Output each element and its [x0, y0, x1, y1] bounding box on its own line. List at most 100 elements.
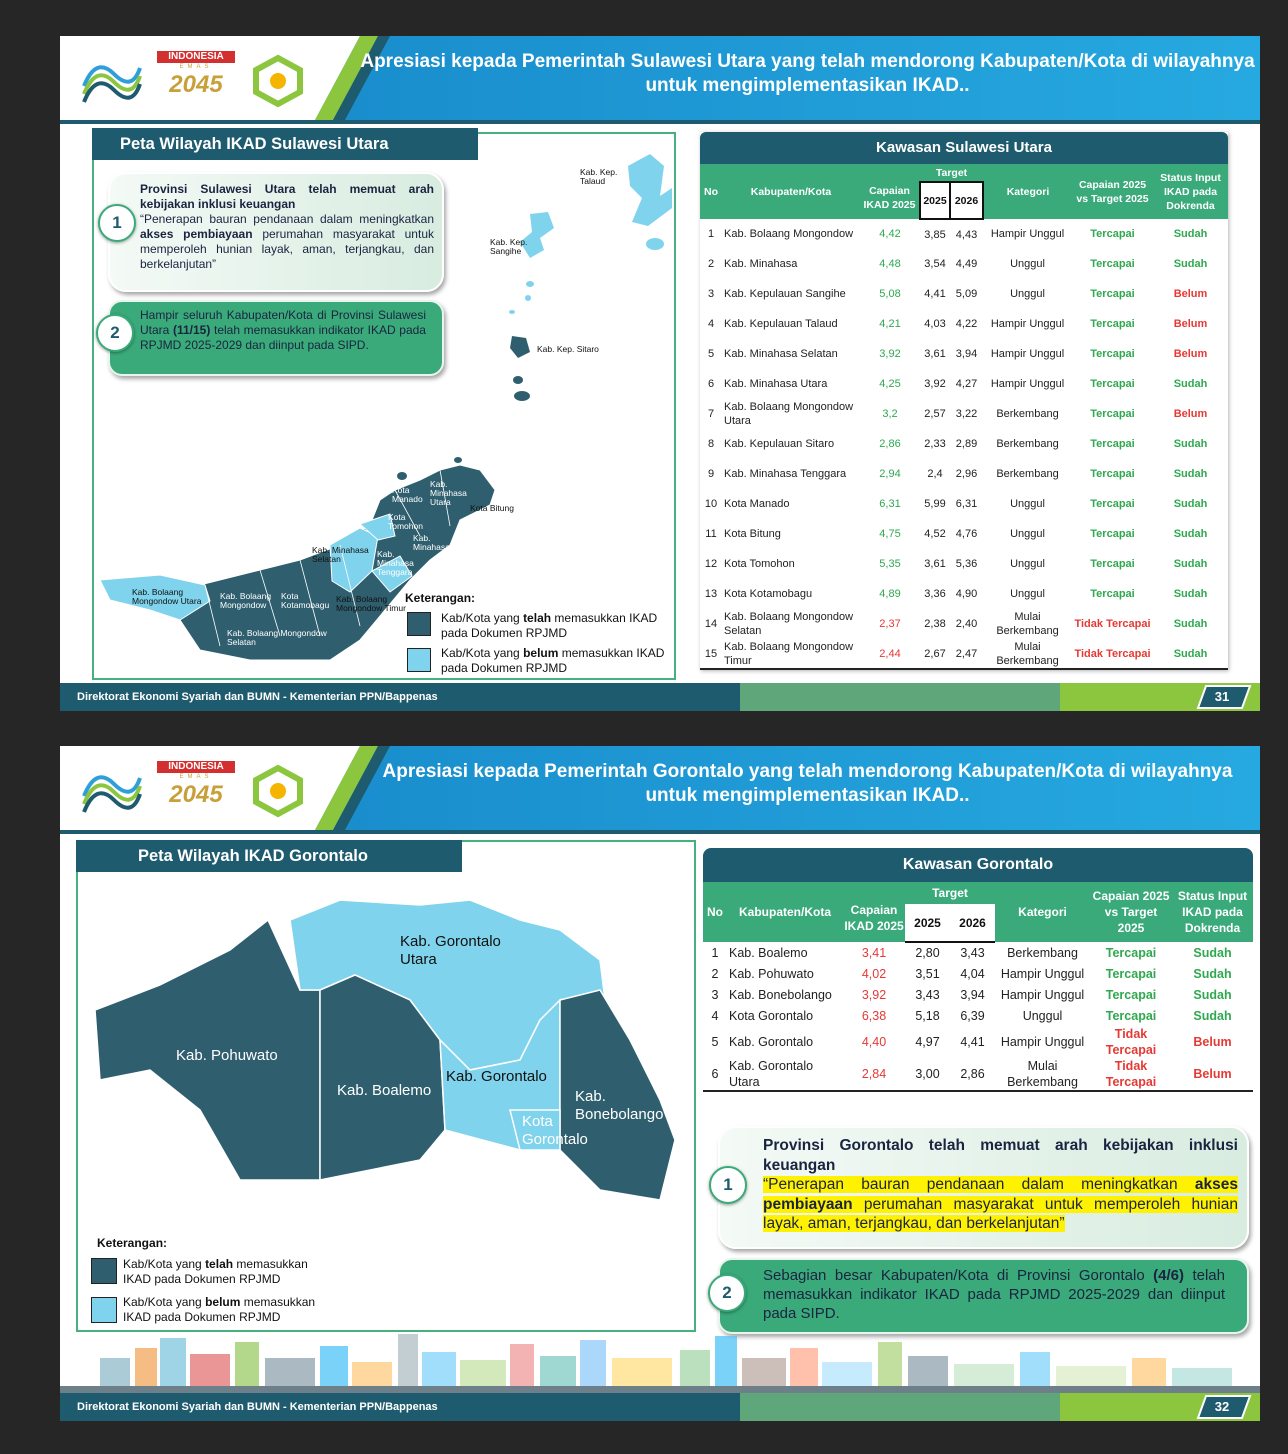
decoration	[204, 469, 451, 647]
table-cell: 4,76	[955, 528, 978, 540]
table-cell: Kab. Bolaang Mongondow Utara	[724, 401, 854, 427]
decoration	[60, 683, 740, 711]
table-cell: 4,97	[915, 1035, 940, 1049]
table: No Kabupaten/Kota Capaian IKAD 2025 Target K…	[703, 882, 1254, 1092]
map-label: Kota Bitung	[470, 503, 514, 513]
decoration	[82, 65, 142, 103]
decoration: No Kabupaten/Kota Capaian IKAD 2025 Target K…	[703, 882, 1254, 942]
table-cell: Kab. Boalemo	[729, 945, 808, 960]
column-header: No	[700, 164, 722, 219]
decoration	[100, 1334, 1232, 1393]
footer-band	[60, 683, 1260, 711]
decoration	[333, 36, 390, 120]
table-cell: Kab. Minahasa	[724, 258, 798, 270]
table-cell: 6,31	[879, 498, 901, 510]
table-cell: 3,51	[915, 966, 940, 981]
table-cell: 3,92	[924, 378, 946, 390]
table-cell: 3,54	[924, 258, 946, 270]
table-cell: 4,40	[861, 1035, 887, 1049]
decoration	[270, 783, 286, 799]
decoration	[320, 1346, 348, 1393]
decoration: No Kabupaten/Kota Capaian IKAD 2025 Target K…	[700, 164, 1228, 220]
decoration: No Kabupaten/Kota Capaian IKAD 2025 Target K…	[703, 882, 1254, 943]
table-cell: Kab. Gorontalo	[729, 1035, 814, 1049]
column-header: Target	[905, 882, 996, 904]
map-label: Kab. Bonebolango	[575, 1088, 664, 1123]
table-cell: Kab. Bolaang Mongondow Selatan	[724, 611, 854, 637]
decoration	[135, 1348, 157, 1393]
table-cell: 3,92	[861, 987, 887, 1002]
table-cell: 3,92	[879, 348, 901, 360]
table-cell: 2,38	[924, 618, 946, 630]
legend-text: Kab/Kota yang telah memasukkan IKAD pada…	[441, 611, 671, 641]
table-cell: 5,36	[955, 558, 978, 570]
decoration	[509, 1109, 561, 1151]
table-cell: Berkembang	[996, 468, 1059, 480]
table-cell: 4,42	[879, 228, 901, 240]
table-cell: Tercapai	[1090, 228, 1135, 240]
slide: INDONESIA EMAS 2045 Apresiasi kepada Pem…	[60, 36, 1260, 711]
table-cell: 15	[700, 639, 722, 670]
table-cell: Sudah	[1173, 438, 1208, 450]
table-cell: 6	[703, 1058, 727, 1092]
decoration	[371, 555, 413, 593]
table-cell: Tercapai	[1090, 558, 1135, 570]
footer-text: Direktorat Ekonomi Syariah dan BUMN - Ke…	[77, 691, 438, 703]
table-cell: 3	[707, 288, 715, 300]
decoration	[740, 683, 1060, 711]
table-cell: Belum	[1193, 1035, 1232, 1049]
table-cell: Unggul	[1022, 1008, 1063, 1023]
decoration	[253, 764, 303, 818]
table-cell: Kab. Kepulauan Sangihe	[724, 288, 846, 300]
decoration	[397, 472, 407, 480]
table-cell: Sudah	[1173, 558, 1208, 570]
text: akses pembiayaan	[763, 1176, 1238, 1213]
column-header: Capaian 2025 vs Target 2025	[1072, 164, 1153, 219]
table-row: 15 Kab. Bolaang Mongondow Timur 2,44 2,67 2,…	[700, 639, 1228, 670]
decoration	[60, 1393, 740, 1421]
table-cell: Tercapai	[1090, 588, 1135, 600]
table-row: 8 Kab. Kepulauan Sitaro 2,86 2,33 2,89 Berkem…	[700, 429, 1228, 459]
decoration	[526, 281, 534, 287]
decoration	[160, 1338, 186, 1393]
column-header: 2025	[905, 904, 950, 943]
map-label: Kab. Minahasa	[413, 533, 450, 552]
column-header: 2026	[950, 904, 996, 943]
table-cell: 2,80	[915, 946, 940, 960]
table-cell: 2,86	[879, 438, 901, 450]
footer-band	[60, 1393, 1260, 1421]
table-cell: Tercapai	[1090, 378, 1135, 390]
text: Kab/Kota yang	[441, 611, 524, 625]
text: Kab/Kota yang	[123, 1295, 206, 1309]
table-cell: 4,48	[879, 258, 901, 270]
column-header: Kategori	[983, 164, 1072, 219]
table-cell: Mulai Berkembang	[983, 639, 1072, 670]
table-wrap: Kawasan Gorontalo No Kabupaten/Kota Capaia…	[703, 848, 1254, 1092]
table-row: 6 Kab. Minahasa Utara 4,25 3,92 4,27 Hampir U…	[700, 369, 1228, 399]
decoration	[510, 1344, 534, 1393]
decoration	[559, 989, 676, 1201]
table-cell: 8	[707, 438, 715, 450]
table-cell: 5,99	[924, 498, 946, 510]
table-cell: 1	[707, 228, 715, 240]
decoration: No Kabupaten/Kota Capaian IKAD 2025 Target K…	[700, 164, 1228, 219]
table-row: 4 Kota Gorontalo 6,38 5,18 6,39 Unggul Tercapa…	[703, 1005, 1253, 1026]
table-cell: Belum	[1172, 1058, 1254, 1092]
decoration	[333, 746, 390, 830]
decoration	[454, 457, 462, 463]
decoration	[520, 212, 554, 258]
point-heading: Provinsi Sulawesi Utara telah memuat ara…	[140, 182, 434, 211]
text: memasukkan IKAD pada Dokumen RPJMD	[123, 1257, 308, 1286]
text: “Penerapan bauran pendanaan dalam mening…	[763, 1176, 1195, 1193]
decoration	[628, 154, 672, 226]
table-cell: 3,43	[960, 946, 985, 960]
table-cell: Kab. Bonebolango	[729, 987, 832, 1002]
table-cell: 3,94	[960, 987, 985, 1002]
table-wrap: Kawasan Sulawesi Utara No Kabupaten/Kota C…	[700, 132, 1228, 670]
column-header: No	[703, 882, 727, 942]
table-cell: Unggul	[1010, 498, 1045, 510]
legend-text: Kab/Kota yang belum memasukkan IKAD pada…	[123, 1295, 333, 1325]
table-cell: Tercapai	[1090, 438, 1135, 450]
text: belum	[205, 1295, 241, 1309]
table-cell: Unggul	[1010, 558, 1045, 570]
